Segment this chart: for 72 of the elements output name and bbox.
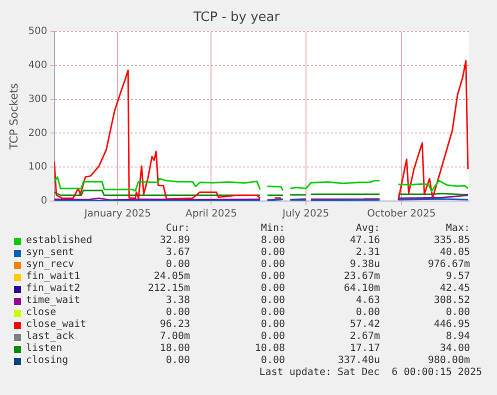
text: 0.00	[260, 307, 285, 318]
text: 24.05m	[152, 271, 190, 282]
legend-label: time_wait	[26, 295, 80, 306]
text: 446.95	[432, 319, 470, 330]
legend-label: close	[26, 307, 56, 318]
text: Last update: Sat Dec 6 00:00:15 2025	[259, 367, 482, 378]
text: 9.57	[444, 271, 470, 282]
text: 18.00	[158, 343, 190, 354]
text: 8.94	[444, 331, 470, 342]
text: 0.00	[260, 331, 285, 342]
text: 64.10m	[342, 283, 380, 294]
text: 17.17	[348, 343, 380, 354]
text: 42.45	[438, 283, 470, 294]
legend-label: closing	[26, 355, 68, 366]
text: 0.00	[260, 295, 285, 306]
y-tick-label: 400	[28, 60, 48, 72]
y-tick-label: 200	[28, 128, 48, 139]
text: 0.00	[444, 307, 470, 318]
legend-label: fin_wait1	[26, 271, 80, 282]
text: 32.89	[158, 235, 190, 246]
legend-label: fin_wait2	[26, 283, 80, 294]
text: 335.85	[432, 235, 470, 246]
x-tick-label: October 2025	[367, 208, 436, 220]
legend-label: syn_sent	[26, 247, 74, 258]
text: 308.52	[432, 295, 470, 306]
text: 2.67m	[348, 331, 380, 342]
x-tick-label: July 2025	[282, 208, 330, 220]
text: 57.42	[348, 319, 380, 330]
text: 976.67m	[426, 259, 470, 270]
text: 34.00	[438, 343, 470, 354]
chart-title: TCP - by year	[192, 10, 280, 26]
text: 7.00m	[158, 331, 190, 342]
text: 212.15m	[146, 283, 190, 294]
legend-label: syn_recv	[26, 259, 74, 270]
text: 0.00	[260, 355, 285, 366]
text: Avg:	[354, 223, 380, 234]
x-tick-label: April 2025	[185, 208, 237, 220]
text: 47.16	[348, 235, 380, 246]
text: 0.00	[260, 283, 285, 294]
legend-label: last_ack	[26, 331, 74, 342]
y-tick-label: 100	[28, 162, 48, 173]
x-tick-label: January 2025	[83, 208, 151, 220]
legend-label: established	[26, 235, 92, 246]
text: 4.63	[354, 295, 380, 306]
y-tick-label: 0	[40, 196, 48, 207]
text: 10.08	[254, 343, 285, 354]
text: Cur:	[164, 223, 190, 234]
text: 0.00	[164, 355, 190, 366]
text: 3.38	[164, 295, 190, 306]
text: 0.00	[354, 307, 380, 318]
text: 0.00	[260, 247, 285, 258]
text: Min:	[260, 223, 285, 234]
text: 0.00	[260, 319, 285, 330]
text: 23.67m	[342, 271, 380, 282]
text: 0.00	[260, 271, 285, 282]
text: 96.23	[158, 319, 190, 330]
y-tick-label: 500	[28, 26, 48, 38]
text: 337.40u	[336, 355, 380, 366]
text: 3.67	[164, 247, 190, 258]
text: 0.00	[164, 259, 190, 270]
text: 9.38u	[348, 259, 380, 270]
text: 8.00	[260, 235, 285, 246]
text: Max:	[444, 223, 470, 234]
text: 40.05	[438, 247, 470, 258]
text: 0.00	[164, 307, 190, 318]
legend-label: listen	[26, 343, 62, 354]
y-axis-title: TCP Sockets	[7, 82, 20, 151]
text: 0.00	[260, 259, 285, 270]
y-tick-label: 300	[28, 94, 48, 105]
text: 980.00m	[426, 355, 470, 366]
text: 2.31	[354, 247, 380, 258]
legend-label: close_wait	[26, 319, 86, 330]
